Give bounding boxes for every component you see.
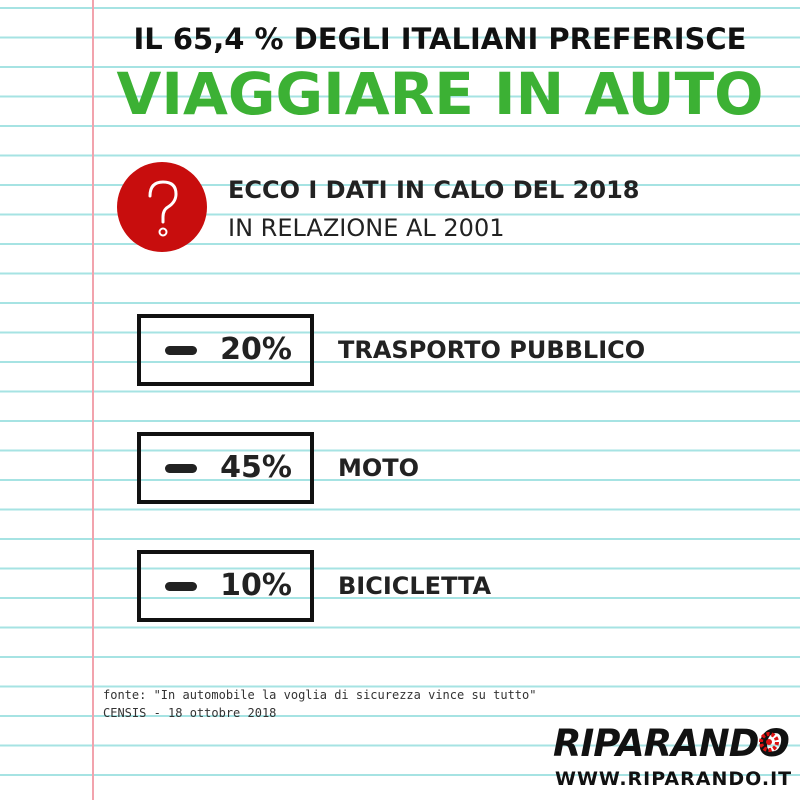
item-label: TRASPORTO PUBBLICO: [338, 336, 646, 364]
item-value: 20%: [220, 332, 292, 367]
minus-sign: [165, 346, 197, 355]
minus-sign: [165, 464, 197, 473]
question-icon: [117, 162, 207, 252]
logo: RIPARANDO: [553, 722, 790, 765]
logo-url: WWW.RIPARANDO.IT: [555, 768, 793, 790]
item-label: BICICLETTA: [338, 572, 492, 600]
intro-line1: ECCO I DATI IN CALO DEL 2018: [228, 176, 640, 204]
source-line2: CENSIS - 18 ottobre 2018: [103, 706, 277, 720]
header-line2: VIAGGIARE IN AUTO: [116, 60, 764, 128]
source-line1: fonte: "In automobile la voglia di sicur…: [103, 688, 537, 702]
item-value: 45%: [220, 450, 292, 485]
value-box: 20%: [137, 314, 314, 386]
item-label: MOTO: [338, 454, 420, 482]
minus-sign: [165, 582, 197, 591]
logo-gear: [759, 732, 779, 752]
header-line1: IL 65,4 % DEGLI ITALIANI PREFERISCE: [133, 22, 747, 56]
question-mark: [148, 180, 178, 237]
value-box: 10%: [137, 550, 314, 622]
item-value: 10%: [220, 568, 292, 603]
intro-line2: IN RELAZIONE AL 2001: [228, 214, 505, 242]
value-box: 45%: [137, 432, 314, 504]
margin-line: [92, 0, 94, 800]
